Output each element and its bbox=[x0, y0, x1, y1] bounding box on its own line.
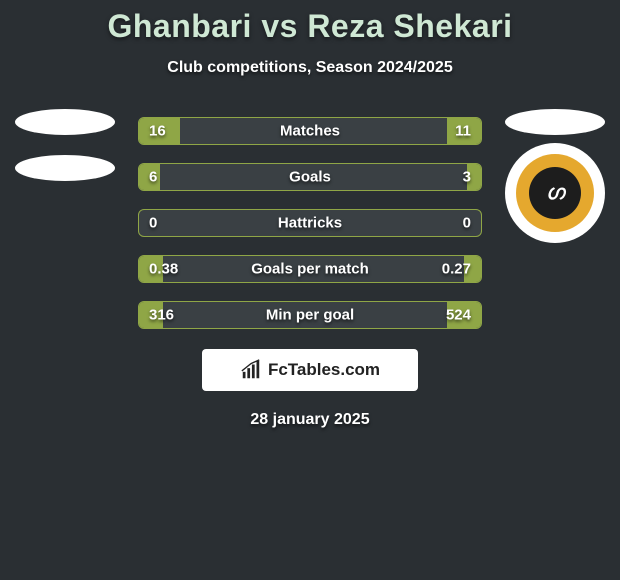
stats-area: ഗ 16 11 Matches 6 3 Goals 0 0 Hattricks 0.38 0.27 G… bbox=[0, 117, 620, 329]
comparison-card: Ghanbari vs Reza Shekari Club competitio… bbox=[0, 0, 620, 429]
subtitle: Club competitions, Season 2024/2025 bbox=[0, 59, 620, 77]
brand-box[interactable]: FcTables.com bbox=[202, 349, 418, 391]
stat-row: 16 11 Matches bbox=[138, 117, 482, 145]
stat-row: 316 524 Min per goal bbox=[138, 301, 482, 329]
player-badge-placeholder bbox=[505, 109, 605, 135]
stat-value-right: 0.27 bbox=[442, 261, 471, 278]
stat-bars: 16 11 Matches 6 3 Goals 0 0 Hattricks 0.38 0.27 Goa… bbox=[138, 117, 482, 329]
club-badge-ring: ഗ bbox=[516, 154, 594, 232]
stat-value-left: 316 bbox=[149, 307, 174, 324]
right-player-badges: ഗ bbox=[500, 109, 610, 243]
stat-label: Goals per match bbox=[251, 261, 369, 278]
stat-row: 0.38 0.27 Goals per match bbox=[138, 255, 482, 283]
stat-label: Hattricks bbox=[278, 215, 342, 232]
player-badge-placeholder bbox=[15, 109, 115, 135]
stat-row: 6 3 Goals bbox=[138, 163, 482, 191]
stat-value-right: 524 bbox=[446, 307, 471, 324]
stat-label: Goals bbox=[289, 169, 331, 186]
page-title: Ghanbari vs Reza Shekari bbox=[0, 8, 620, 45]
date-label: 28 january 2025 bbox=[0, 411, 620, 429]
stat-value-left: 0.38 bbox=[149, 261, 178, 278]
stat-value-left: 0 bbox=[149, 215, 157, 232]
club-badge: ഗ bbox=[505, 143, 605, 243]
stat-row: 0 0 Hattricks bbox=[138, 209, 482, 237]
brand-text: FcTables.com bbox=[268, 360, 380, 380]
stat-value-right: 0 bbox=[463, 215, 471, 232]
stat-value-right: 11 bbox=[455, 123, 471, 140]
left-player-badges bbox=[10, 109, 120, 181]
stat-label: Min per goal bbox=[266, 307, 354, 324]
stat-label: Matches bbox=[280, 123, 340, 140]
stat-value-right: 3 bbox=[463, 169, 471, 186]
player-badge-placeholder bbox=[15, 155, 115, 181]
chart-icon bbox=[240, 359, 262, 381]
club-badge-center: ഗ bbox=[529, 167, 581, 219]
stat-value-left: 16 bbox=[149, 123, 166, 140]
stat-value-left: 6 bbox=[149, 169, 157, 186]
